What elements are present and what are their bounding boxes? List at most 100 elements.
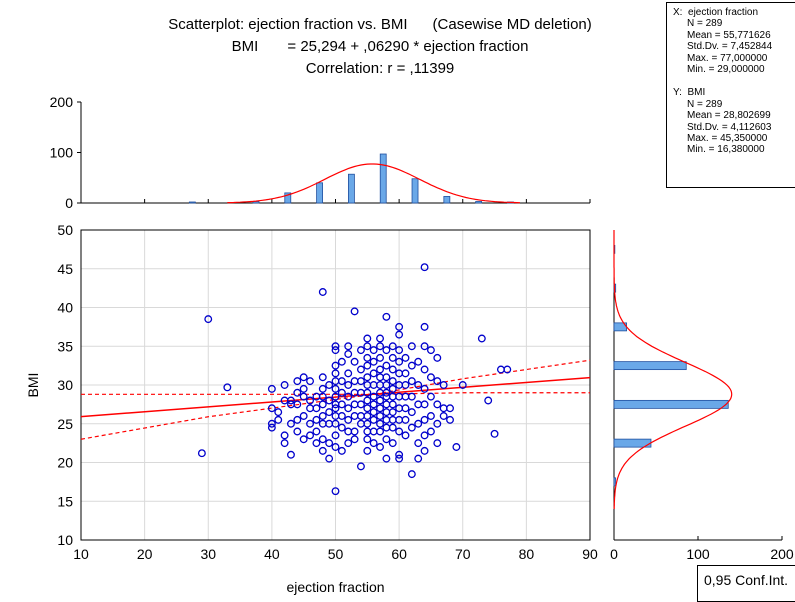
data-point — [376, 353, 384, 362]
data-point — [401, 415, 410, 424]
data-point — [369, 439, 378, 448]
data-point — [369, 408, 378, 417]
chart-title: Scatterplot: ejection fraction vs. BMI (… — [0, 14, 760, 80]
data-point — [369, 392, 378, 401]
data-point — [401, 353, 410, 362]
data-point — [357, 346, 365, 355]
data-point — [388, 400, 397, 409]
hist-bar — [379, 153, 387, 204]
data-point — [318, 392, 327, 401]
data-point — [325, 454, 334, 463]
data-point — [357, 400, 365, 409]
data-point — [363, 342, 372, 351]
stats-x-mean: Mean = 55,771626 — [687, 29, 771, 41]
data-point — [376, 443, 384, 451]
data-point — [388, 415, 397, 424]
data-point — [395, 322, 404, 331]
data-point — [433, 353, 442, 362]
data-point — [446, 404, 454, 413]
data-point — [414, 357, 423, 366]
data-point — [312, 404, 321, 413]
data-point — [293, 415, 302, 424]
title-line-2: BMI = 25,294 + ,06290 * ejection fractio… — [231, 38, 529, 55]
data-point — [382, 408, 391, 417]
data-point — [369, 346, 378, 355]
x-tick-label: 90 — [582, 546, 598, 562]
data-point — [318, 400, 327, 409]
data-point — [395, 427, 404, 436]
data-point — [382, 361, 391, 370]
data-point — [337, 446, 346, 455]
data-point — [420, 415, 429, 424]
data-point — [337, 400, 346, 409]
conf-band-upper — [81, 359, 591, 395]
data-point — [369, 415, 378, 424]
data-point — [287, 396, 295, 405]
data-point — [407, 377, 416, 386]
hist-bar — [284, 192, 292, 204]
data-point — [395, 450, 404, 459]
x-tick-label: 40 — [264, 546, 280, 562]
data-point — [280, 431, 289, 440]
data-point — [407, 470, 416, 479]
data-point — [337, 423, 346, 432]
data-point — [407, 408, 416, 417]
data-point — [388, 423, 397, 432]
data-point — [395, 330, 404, 339]
data-point — [363, 412, 372, 420]
data-point — [318, 435, 327, 444]
data-point — [388, 365, 397, 374]
right-histogram: 0 100 200 — [610, 230, 794, 562]
y-tick-label: 35 — [57, 338, 73, 354]
data-point — [414, 454, 423, 463]
data-point — [382, 423, 391, 432]
data-point — [395, 357, 404, 366]
data-point — [197, 449, 206, 458]
stats-y-std: Std.Dv. = 4,112603 — [687, 121, 772, 133]
x-tick-label: 50 — [328, 546, 344, 562]
data-point — [426, 412, 435, 420]
data-point — [388, 342, 397, 351]
data-point — [376, 365, 384, 374]
data-point — [420, 322, 429, 331]
data-point — [274, 408, 283, 417]
data-point — [267, 423, 276, 432]
hist-bar — [348, 173, 355, 204]
data-point — [337, 357, 346, 366]
data-point — [401, 392, 410, 401]
hist-bar — [443, 196, 451, 204]
x-axis-label: ejection fraction — [286, 579, 384, 595]
x-tick-label: 20 — [137, 546, 153, 562]
data-point — [363, 334, 372, 343]
data-point — [312, 415, 321, 424]
data-point — [388, 377, 397, 386]
conf-int-legend: 0,95 Conf.Int. — [697, 565, 795, 602]
data-point — [401, 369, 410, 378]
data-point — [414, 381, 423, 389]
data-point — [280, 381, 289, 389]
data-point — [312, 439, 321, 448]
stats-x-min: Min. = 29,000000 — [687, 64, 765, 76]
y-tick-label: 10 — [57, 532, 73, 548]
data-point — [369, 427, 378, 436]
y-tick-label: 45 — [57, 261, 73, 277]
data-point — [382, 346, 391, 355]
data-point — [439, 404, 448, 413]
y-axis-label: BMI — [25, 373, 41, 398]
data-point — [325, 381, 334, 389]
data-point — [363, 388, 372, 397]
data-point — [318, 288, 327, 296]
data-point — [420, 342, 429, 351]
data-point — [433, 419, 442, 428]
data-point — [376, 373, 384, 382]
data-point — [344, 369, 353, 378]
data-point — [407, 361, 416, 370]
data-point — [363, 419, 372, 428]
x-tick-label: 10 — [73, 546, 89, 562]
data-point — [337, 377, 346, 386]
data-point — [395, 346, 404, 355]
stats-y-max: Max. = 45,350000 — [687, 133, 768, 145]
data-point — [337, 412, 346, 420]
data-point — [382, 388, 391, 397]
data-point — [426, 346, 435, 355]
